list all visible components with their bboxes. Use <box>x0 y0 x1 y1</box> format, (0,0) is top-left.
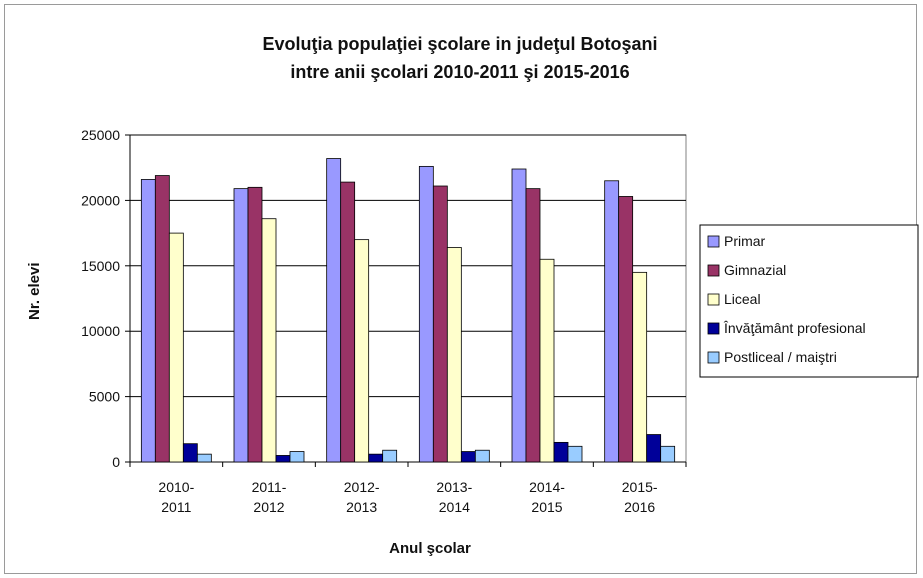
legend-box <box>699 224 919 378</box>
bar <box>646 434 662 463</box>
bar <box>525 188 541 463</box>
y-tick-label: 20000 <box>81 192 120 208</box>
y-tick-label: 5000 <box>89 389 120 405</box>
x-tick-label: 2013 <box>346 499 377 515</box>
x-tick-label: 2013- <box>436 479 472 495</box>
bar <box>604 180 620 463</box>
bar <box>446 247 462 463</box>
bar <box>474 449 490 463</box>
bar <box>247 186 263 463</box>
legend-swatch <box>707 264 720 277</box>
x-axis-label: Anul şcolar <box>389 540 471 557</box>
bar <box>660 445 676 463</box>
legend-label: Liceal <box>724 291 761 307</box>
legend-label: Postliceal / maiştri <box>724 349 837 365</box>
bar <box>632 271 648 463</box>
bar <box>289 451 305 463</box>
legend-label: Primar <box>724 233 766 249</box>
x-tick-label: 2016 <box>624 499 655 515</box>
bar <box>460 451 476 463</box>
bar <box>553 441 569 463</box>
x-tick-label: 2011 <box>161 499 191 515</box>
bar <box>567 445 583 463</box>
x-tick-label: 2014 <box>439 499 470 515</box>
bar <box>275 455 291 463</box>
bar <box>432 185 448 463</box>
bar <box>261 218 277 463</box>
bar <box>182 443 198 463</box>
bar <box>233 188 249 463</box>
legend-label: Gimnazial <box>724 262 786 278</box>
x-tick-label: 2011- <box>252 479 287 495</box>
x-tick-label: 2012 <box>253 499 284 515</box>
bar <box>354 239 370 463</box>
bar <box>539 258 555 463</box>
x-tick-label: 2010- <box>158 479 194 495</box>
y-tick-label: 0 <box>112 454 120 470</box>
bar <box>418 165 434 463</box>
plot-area <box>129 134 687 463</box>
bar <box>368 453 384 463</box>
legend-swatch <box>707 322 720 335</box>
chart-title: Evoluţia populaţiei şcolare in judeţul B… <box>262 34 658 54</box>
legend-swatch <box>707 351 720 364</box>
chart-subtitle: intre anii şcolari 2010-2011 şi 2015-201… <box>290 62 630 82</box>
bar <box>511 168 527 463</box>
bar <box>340 181 356 463</box>
legend-label: Învăţământ profesional <box>723 320 866 336</box>
x-tick-label: 2012- <box>344 479 380 495</box>
bar <box>382 449 398 463</box>
legend-swatch <box>707 293 720 306</box>
bar <box>154 175 170 463</box>
bar <box>326 158 342 463</box>
bar <box>618 196 634 463</box>
y-tick-label: 15000 <box>81 258 120 274</box>
y-tick-label: 25000 <box>81 127 120 143</box>
bar <box>140 179 156 463</box>
x-tick-label: 2015 <box>531 499 562 515</box>
legend-swatch <box>707 235 720 248</box>
bar <box>168 232 184 463</box>
x-tick-label: 2014- <box>529 479 565 495</box>
bar <box>196 453 212 463</box>
y-tick-label: 10000 <box>81 323 120 339</box>
x-tick-label: 2015- <box>622 479 658 495</box>
